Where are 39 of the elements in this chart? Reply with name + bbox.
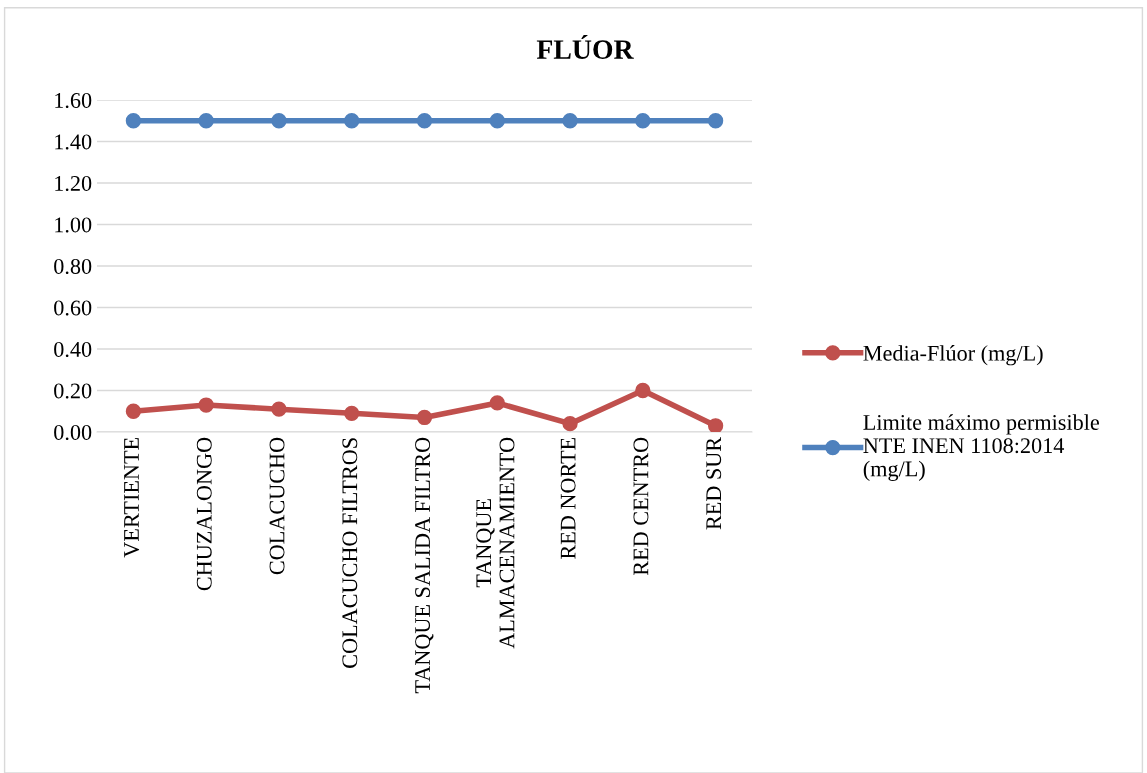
point [489, 113, 505, 129]
point [707, 418, 724, 432]
point [198, 113, 214, 129]
x-tick-label: RED CENTRO [633, 437, 649, 576]
x-tick-label: RED SUR [706, 436, 722, 530]
point [125, 403, 142, 419]
legend-label: Limite máximo permisible NTE INEN 1108:2014 (mg/L) [863, 414, 1099, 481]
x-tick-label: CHUZALONGO [196, 437, 212, 591]
y-tick-label: 0.60 [54, 300, 92, 316]
x-tick-label: COLACUCHO [269, 437, 285, 575]
point [271, 401, 287, 417]
x-tick-label: COLACUCHO FILTROS [342, 438, 358, 668]
y-tick-label: 1.00 [55, 217, 92, 233]
x-tick-label: RED NORTE [560, 437, 576, 559]
x-tick-label: TANQUE ALMACENAMIENTO [476, 437, 515, 649]
y-tick-label: 0.40 [54, 341, 92, 358]
y-tick-label: 0.00 [54, 424, 92, 441]
point [271, 113, 287, 129]
point [635, 382, 651, 399]
y-tick-label: 1.20 [55, 175, 92, 192]
y-tick-label: 0.20 [54, 383, 92, 399]
point [707, 113, 724, 129]
point [489, 395, 505, 411]
point [562, 113, 578, 129]
legend-label: Media-Flúor (mg/L) [863, 345, 1043, 366]
x-tick-label: TANQUE SALIDA FILTRO [415, 437, 434, 694]
point [344, 405, 360, 421]
x-tick-label: VERTIENTE [124, 437, 140, 558]
y-tick-label: 0.80 [54, 258, 92, 275]
point [416, 409, 433, 426]
y-tick-label: 1.40 [55, 134, 92, 150]
point [416, 113, 433, 129]
y-tick-label: 1.60 [55, 92, 92, 109]
point [562, 416, 578, 432]
point [635, 113, 651, 129]
chart-title: FLÚOR [536, 34, 634, 59]
point [198, 397, 214, 413]
point [344, 113, 360, 129]
point [125, 113, 142, 129]
